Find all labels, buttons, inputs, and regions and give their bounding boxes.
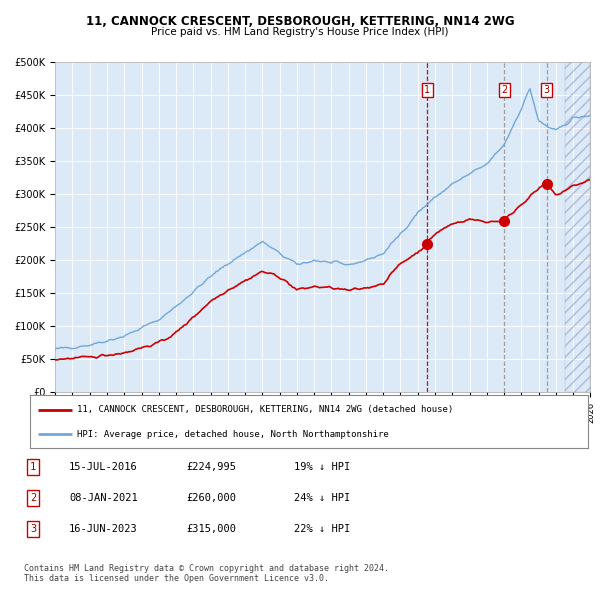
Text: 3: 3	[30, 525, 36, 534]
Text: 08-JAN-2021: 08-JAN-2021	[69, 493, 138, 503]
Text: Contains HM Land Registry data © Crown copyright and database right 2024.
This d: Contains HM Land Registry data © Crown c…	[24, 563, 389, 583]
Text: 1: 1	[424, 85, 430, 95]
Text: HPI: Average price, detached house, North Northamptonshire: HPI: Average price, detached house, Nort…	[77, 430, 389, 438]
Text: 2: 2	[501, 85, 508, 95]
Text: £315,000: £315,000	[186, 525, 236, 534]
Text: 11, CANNOCK CRESCENT, DESBOROUGH, KETTERING, NN14 2WG (detached house): 11, CANNOCK CRESCENT, DESBOROUGH, KETTER…	[77, 405, 454, 414]
Text: £224,995: £224,995	[186, 463, 236, 472]
Text: 16-JUN-2023: 16-JUN-2023	[69, 525, 138, 534]
Text: 3: 3	[544, 85, 550, 95]
Text: 15-JUL-2016: 15-JUL-2016	[69, 463, 138, 472]
Text: 2: 2	[30, 493, 36, 503]
Text: 1: 1	[30, 463, 36, 472]
Text: 19% ↓ HPI: 19% ↓ HPI	[294, 463, 350, 472]
Text: £260,000: £260,000	[186, 493, 236, 503]
Text: 11, CANNOCK CRESCENT, DESBOROUGH, KETTERING, NN14 2WG: 11, CANNOCK CRESCENT, DESBOROUGH, KETTER…	[86, 15, 514, 28]
Text: 22% ↓ HPI: 22% ↓ HPI	[294, 525, 350, 534]
Text: Price paid vs. HM Land Registry's House Price Index (HPI): Price paid vs. HM Land Registry's House …	[151, 27, 449, 37]
Text: 24% ↓ HPI: 24% ↓ HPI	[294, 493, 350, 503]
